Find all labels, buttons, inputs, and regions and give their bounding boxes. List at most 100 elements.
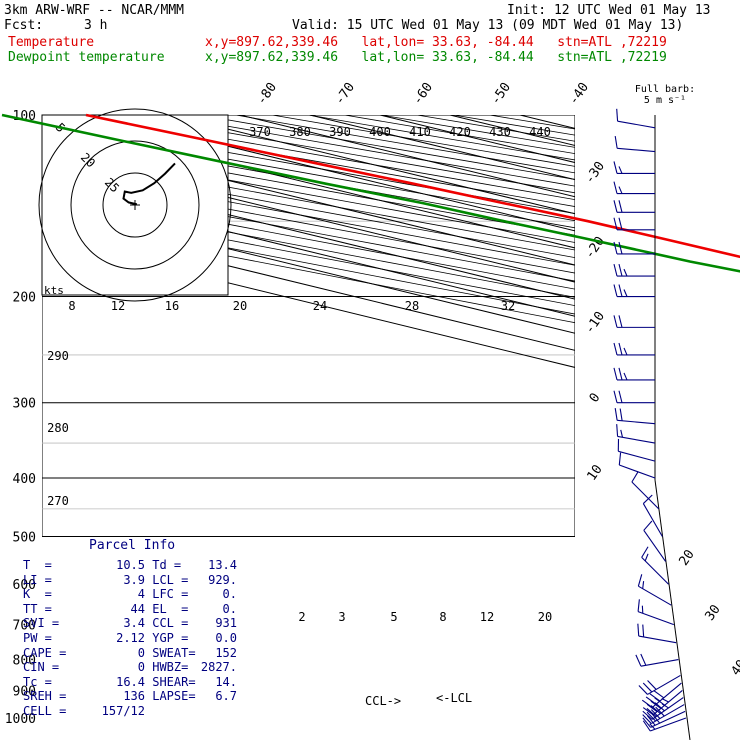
- wind-barb-flag: [623, 268, 628, 277]
- wind-barb-flag: [640, 653, 647, 666]
- pressure-label-700: 700: [13, 619, 36, 634]
- wind-barb-flag: [642, 682, 653, 693]
- wind-barb-flag: [618, 186, 623, 194]
- parcel-param-label: YGP =: [145, 631, 189, 645]
- wind-barb-flag: [641, 546, 649, 558]
- pressure-label-800: 800: [13, 654, 36, 669]
- pressure-label-300: 300: [13, 397, 36, 412]
- mixing-ratio-label: 28: [405, 299, 419, 313]
- theta-label: 270: [47, 494, 69, 508]
- wind-barb-flag: [613, 390, 618, 403]
- isotherm-label: -80: [254, 80, 280, 108]
- parcel-param-label: Tc =: [23, 674, 52, 689]
- wind-barb-flag: [618, 452, 622, 466]
- wind-barb-flag: [613, 200, 618, 213]
- isotherm-label: 20: [676, 547, 697, 568]
- wind-barb-flag: [646, 715, 656, 726]
- parcel-info-row: TT = 44 EL = 0.: [23, 602, 237, 617]
- moist-adiabat: [611, 297, 740, 719]
- hodograph-frame: [41, 114, 229, 296]
- parcel-param-value: 157/12: [101, 704, 145, 718]
- parcel-param-label: SVI =: [23, 616, 60, 631]
- dry-adiabat-label: 430: [489, 125, 511, 139]
- wind-barb-flag: [653, 690, 665, 699]
- wind-barb: [637, 611, 674, 626]
- dry-adiabat-label: 440: [529, 125, 551, 139]
- wind-barb: [617, 435, 656, 444]
- wind-barb-flag: [655, 706, 665, 717]
- parcel-param-value: 3.4: [123, 616, 145, 631]
- wind-barb-flag: [642, 710, 653, 720]
- wind-barb-flag: [613, 181, 618, 194]
- parcel-param-label: CCL =: [145, 616, 189, 631]
- wind-barb-flag: [642, 624, 645, 637]
- isotherm-label: -40: [566, 80, 592, 108]
- full-barb-label: Full barb:: [635, 84, 695, 95]
- parcel-param-value: 2827.: [200, 660, 237, 675]
- mixing-ratio-label: 12: [111, 299, 125, 313]
- parcel-info-row: Tc = 16.4 SHEAR= 14.: [23, 675, 237, 690]
- wind-barb-flag: [618, 263, 623, 277]
- pressure-label-1000: 1000: [5, 712, 36, 727]
- wind-barb-flag: [613, 241, 618, 255]
- wind-barb-flag: [649, 693, 661, 702]
- hodograph-trace: [122, 162, 176, 206]
- pressure-label-600: 600: [13, 578, 36, 593]
- dry-adiabat-label: 390: [329, 125, 351, 139]
- parcel-param-value: 931: [215, 616, 237, 631]
- wind-barb: [651, 704, 685, 725]
- wind-barb-flag: [642, 581, 645, 589]
- isotherm-label: -60: [410, 80, 436, 108]
- wind-barb: [642, 503, 663, 537]
- mixing-ratio-label: 24: [313, 299, 327, 313]
- pressure-label-200: 200: [13, 291, 36, 306]
- parcel-param-label: SREH =: [23, 689, 67, 704]
- isotherm-label: 0: [587, 390, 604, 405]
- wind-barb: [651, 682, 682, 708]
- wind-barb-flag: [650, 709, 661, 719]
- wind-barb-flag: [614, 135, 618, 149]
- parcel-param-label: HWBZ=: [145, 660, 189, 675]
- wind-barb-flag: [619, 408, 623, 421]
- wind-barb-flag: [618, 342, 623, 356]
- lcl-marker: <-LCL: [436, 691, 472, 705]
- isotherm: [42, 168, 575, 300]
- wind-barb-flag: [631, 471, 639, 483]
- pressure-label-400: 400: [13, 472, 36, 487]
- wind-barb-flag: [616, 424, 619, 437]
- parcel-param-label: SWEAT=: [145, 645, 196, 660]
- hodograph-ring: [70, 140, 200, 270]
- mixing-ratio-label: 8: [439, 610, 446, 624]
- isotherm: [99, 115, 575, 232]
- parcel-param-value: 0.: [222, 587, 237, 602]
- parcel-param-label: EL =: [145, 601, 189, 616]
- parcel-param-value: 10.5: [116, 558, 145, 572]
- isotherm-label: -10: [582, 309, 608, 337]
- parcel-param-value: 0.0: [215, 631, 237, 645]
- ccl-marker: CCL->: [365, 694, 401, 708]
- wind-barb-flag: [618, 315, 623, 328]
- parcel-info-row: CELL = 157/12: [23, 704, 237, 719]
- parcel-param-value: 3.9: [123, 572, 145, 587]
- moist-adiabat: [680, 297, 740, 719]
- wind-barb-flag: [613, 367, 618, 381]
- isotherm-label: 10: [584, 462, 605, 483]
- isotherm-label: -70: [332, 80, 358, 108]
- wind-barb-flag: [641, 699, 653, 708]
- dewpoint-location: x,y=897.62,339.46 lat,lon= 33.63, -84.44…: [205, 50, 667, 65]
- wind-barb-flag: [637, 599, 640, 612]
- wind-barb-flag: [618, 367, 623, 381]
- parcel-info-row: SREH = 136 LAPSE= 6.7: [23, 689, 237, 704]
- dry-adiabat-label: 370: [249, 125, 271, 139]
- wind-barb: [638, 635, 677, 644]
- wind-barb-flag: [623, 347, 628, 356]
- parcel-param-value: 6.7: [215, 689, 237, 704]
- wind-barb: [652, 689, 683, 716]
- mixing-ratio-label: 12: [480, 610, 494, 624]
- wind-barb-flag: [613, 217, 618, 230]
- parcel-param-label: CIN =: [23, 660, 60, 675]
- wind-barb-flag: [616, 108, 619, 122]
- temperature-legend: Temperature: [8, 35, 95, 50]
